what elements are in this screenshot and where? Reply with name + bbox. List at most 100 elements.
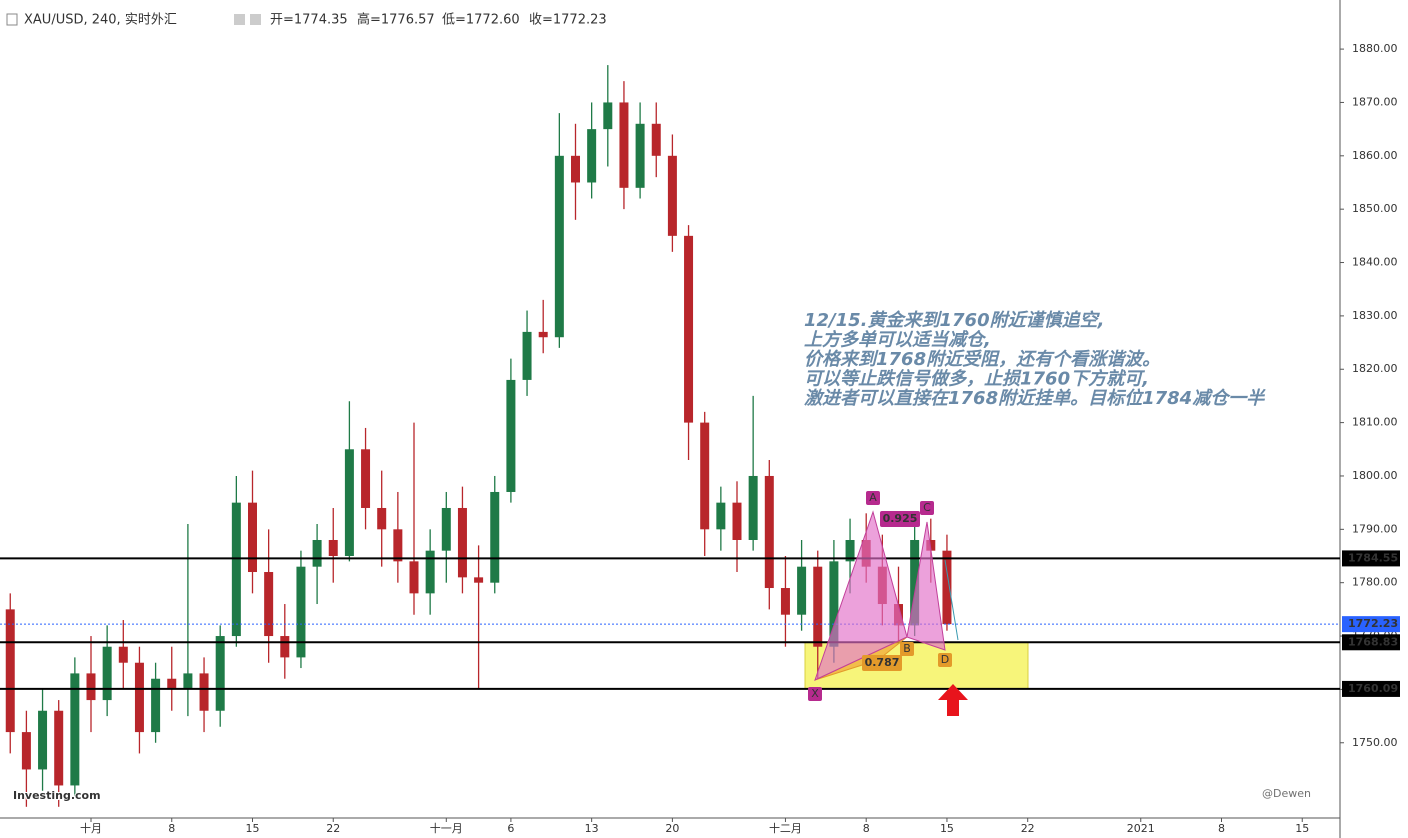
candle-body bbox=[151, 678, 161, 733]
ratio-label: 0.787 bbox=[865, 656, 900, 669]
pattern-point-label: B bbox=[903, 642, 911, 655]
annotation-line: 上方多单可以适当减仓, bbox=[804, 330, 991, 351]
candle-body bbox=[845, 539, 855, 562]
candle-body bbox=[522, 331, 532, 380]
candle-body bbox=[474, 577, 484, 583]
x-tick-label: 8 bbox=[168, 822, 175, 835]
candle-body bbox=[764, 475, 774, 589]
x-tick-label: 8 bbox=[863, 822, 870, 835]
candle-body bbox=[183, 673, 193, 690]
watermark-investing: Investing.com bbox=[13, 789, 101, 802]
candle-body bbox=[457, 507, 467, 578]
pattern-point-label: A bbox=[869, 491, 877, 504]
candle-body bbox=[619, 102, 629, 188]
candle-body bbox=[312, 539, 322, 567]
annotation-line: 可以等止跌信号做多，止损1760下方就可, bbox=[804, 369, 1149, 390]
pattern-point-tag bbox=[808, 687, 822, 701]
pattern-bcd bbox=[906, 521, 946, 651]
projection bbox=[944, 559, 959, 641]
ratio-tag bbox=[862, 655, 902, 671]
level-label: 1760.09 bbox=[1348, 682, 1398, 695]
candle-body bbox=[700, 422, 710, 530]
y-tick-label: 1780.00 bbox=[1352, 576, 1398, 589]
candle-body bbox=[199, 673, 209, 711]
level-tag bbox=[1342, 550, 1400, 567]
x-tick-label: 15 bbox=[940, 822, 954, 835]
x-tick-label: 22 bbox=[1021, 822, 1035, 835]
candle-body bbox=[361, 449, 371, 508]
y-tick-label: 1840.00 bbox=[1352, 256, 1398, 269]
candle-body bbox=[571, 155, 580, 183]
candle-body bbox=[5, 609, 15, 733]
candle-body bbox=[231, 502, 241, 637]
candle-body bbox=[651, 123, 661, 156]
plot-area: X A B C D 0.925 0.787 bbox=[0, 65, 1340, 807]
pattern-point-tag bbox=[866, 491, 880, 505]
candle-body bbox=[587, 129, 597, 183]
level-label: 1772.23 bbox=[1348, 617, 1398, 630]
header: XAU/USD, 240, 实时外汇 开=1774.35 高=1776.57 低… bbox=[6, 12, 607, 28]
pattern-point-label: C bbox=[923, 501, 931, 514]
candle-body bbox=[38, 710, 48, 770]
x-tick-label: 13 bbox=[585, 822, 599, 835]
candle-body bbox=[425, 550, 435, 594]
candle-body bbox=[409, 561, 419, 594]
y-tick-label: 1880.00 bbox=[1352, 42, 1398, 55]
y-tick-label: 1800.00 bbox=[1352, 469, 1398, 482]
candle-body bbox=[942, 550, 952, 625]
x-tick-label: 15 bbox=[246, 822, 260, 835]
x-tick-label: 十二月 bbox=[769, 821, 802, 835]
x-tick-label: 十月 bbox=[80, 821, 102, 835]
y-tick-label: 1830.00 bbox=[1352, 309, 1398, 322]
candle-body bbox=[118, 646, 128, 663]
x-tick-label: 20 bbox=[665, 822, 679, 835]
level-label: 1768.83 bbox=[1348, 635, 1398, 648]
candle-body bbox=[21, 732, 31, 770]
candle-body bbox=[296, 566, 306, 658]
icon[interactable] bbox=[234, 14, 245, 25]
candle-body bbox=[344, 449, 354, 557]
annotation-line: 激进者可以直接在1768附近挂单。目标位1784减仓一半 bbox=[804, 388, 1266, 409]
icon bbox=[6, 13, 18, 26]
icon[interactable] bbox=[250, 14, 261, 25]
candle-body bbox=[86, 673, 96, 701]
candle-body bbox=[926, 539, 936, 551]
candle-body bbox=[441, 507, 451, 551]
pattern-point-tag bbox=[900, 642, 914, 656]
x-tick-label: 15 bbox=[1295, 822, 1309, 835]
candle-body bbox=[248, 502, 257, 573]
level-label: 1784.55 bbox=[1348, 551, 1398, 564]
y-tick-label: 1850.00 bbox=[1352, 202, 1398, 215]
y-tick-label: 1820.00 bbox=[1352, 362, 1398, 375]
candle-body bbox=[506, 379, 516, 492]
y-tick-label: 1870.00 bbox=[1352, 95, 1398, 108]
y-tick-label: 1810.00 bbox=[1352, 416, 1398, 429]
pattern-point-tag bbox=[920, 501, 934, 515]
symbol: XAU/USD, 240, 实时外汇 bbox=[24, 13, 177, 28]
candle-body bbox=[328, 539, 338, 557]
candle-body bbox=[554, 155, 564, 338]
pattern-point-tag bbox=[938, 653, 952, 667]
candle-body bbox=[490, 491, 500, 583]
low: 低=1772.60 bbox=[442, 13, 520, 28]
x-tick-label: 十一月 bbox=[430, 821, 463, 835]
annotation-line: 12/15.黄金来到1760附近谨慎追空, bbox=[804, 310, 1104, 331]
candle-body bbox=[813, 566, 823, 647]
high: 高=1776.57 bbox=[357, 12, 435, 28]
candle-body bbox=[215, 636, 225, 711]
candle-body bbox=[167, 678, 177, 690]
candle-body bbox=[716, 502, 726, 530]
candle-body bbox=[780, 588, 790, 615]
open: 开=1774.35 bbox=[270, 13, 348, 28]
ratio-tag bbox=[880, 511, 920, 527]
candle-body bbox=[635, 123, 645, 188]
candle-body bbox=[102, 646, 112, 701]
level-tag bbox=[1342, 680, 1400, 697]
candle-body bbox=[684, 235, 694, 423]
candle-body bbox=[377, 507, 387, 530]
candle-body bbox=[667, 155, 677, 236]
y-tick-label: 1790.00 bbox=[1352, 522, 1398, 535]
candle-body bbox=[54, 710, 64, 786]
x-tick-label: 22 bbox=[326, 822, 340, 835]
